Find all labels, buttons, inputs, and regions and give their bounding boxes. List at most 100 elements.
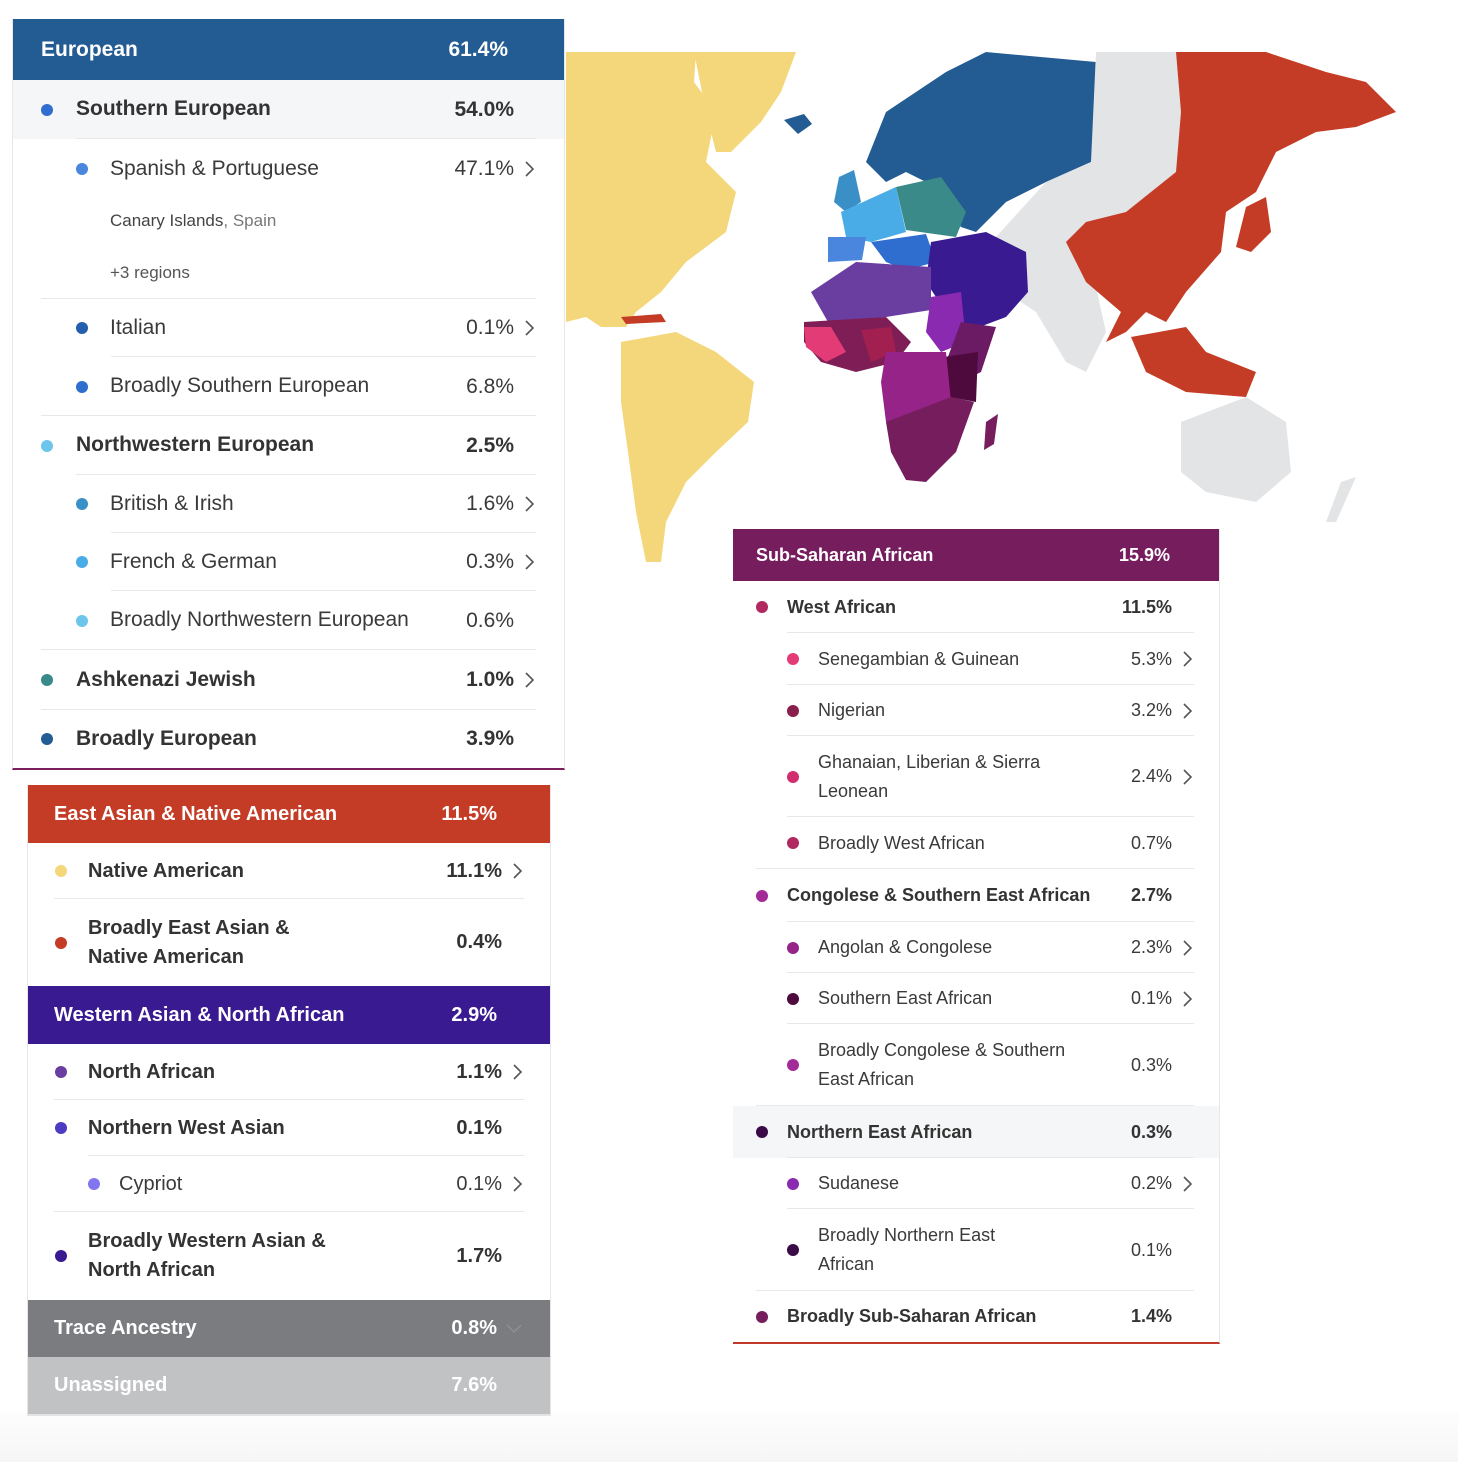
color-dot-icon <box>55 1066 67 1078</box>
ancestry-row-ghanaian-liberian-sierra-leonean[interactable]: Ghanaian, Liberian & Sierra Leonean 2.4% <box>733 736 1219 817</box>
ancestry-row-broadly-sub-saharan-african[interactable]: Broadly Sub-Saharan African 1.4% <box>733 1291 1219 1342</box>
ancestry-row-broadly-northern-east-african[interactable]: Broadly Northern East African 0.1% <box>733 1209 1219 1291</box>
european-panel: European 61.4% Southern European 54.0% S… <box>12 19 565 770</box>
divider <box>41 709 536 710</box>
row-pct: 2.4% <box>1130 766 1172 786</box>
chevron-right-icon[interactable] <box>1180 702 1194 719</box>
divider <box>787 735 1194 736</box>
more-regions-link[interactable]: +3 regions <box>41 247 536 299</box>
row-pct: 1.7% <box>456 1244 502 1267</box>
color-dot-icon <box>55 1122 67 1134</box>
row-pct: 47.1% <box>454 157 514 180</box>
ancestry-row-northwestern-european[interactable]: Northwestern European 2.5% <box>13 416 564 475</box>
map-region-senegambia <box>804 327 846 362</box>
chevron-right-icon[interactable] <box>1180 1175 1194 1192</box>
chevron-right-icon[interactable] <box>510 863 524 879</box>
more-regions-label: +3 regions <box>110 262 190 282</box>
western-asian-north-african-header[interactable]: Western Asian & North African 2.9% <box>28 986 550 1044</box>
row-pct: 54.0% <box>454 97 514 121</box>
sub-saharan-african-header[interactable]: Sub-Saharan African 15.9% <box>733 529 1219 581</box>
row-pct: 2.5% <box>466 433 514 457</box>
region-detail[interactable]: Canary Islands, Spain <box>13 199 564 247</box>
map-region-east-asia-siberia <box>1066 52 1396 342</box>
map-region-caribbean <box>621 314 666 324</box>
color-dot-icon <box>41 674 53 686</box>
chevron-right-icon[interactable] <box>1180 990 1194 1007</box>
color-dot-icon <box>787 941 799 954</box>
row-pct: 6.8% <box>466 374 514 398</box>
ancestry-row-broadly-western-asian-north-african[interactable]: Broadly Western Asian & North African 1.… <box>28 1212 550 1300</box>
divider <box>787 972 1194 973</box>
header-pct: 7.6% <box>451 1374 497 1396</box>
ancestry-row-north-african[interactable]: North African 1.1% <box>28 1044 550 1100</box>
ancestry-row-broadly-congolese-southern-east-african[interactable]: Broadly Congolese & Southern East Africa… <box>733 1024 1219 1106</box>
ancestry-row-congolese-southern-east-african[interactable]: Congolese & Southern East African 2.7% <box>733 869 1219 922</box>
ancestry-row-british-irish[interactable]: British & Irish 1.6% <box>13 475 564 533</box>
divider <box>76 474 536 475</box>
european-header-pct: 61.4% <box>448 37 508 61</box>
divider <box>41 415 536 416</box>
color-dot-icon <box>41 103 53 116</box>
ancestry-row-northern-west-asian[interactable]: Northern West Asian 0.1% <box>28 1100 550 1156</box>
ancestry-world-map <box>566 52 1396 562</box>
chevron-right-icon[interactable] <box>522 554 536 570</box>
chevron-right-icon[interactable] <box>510 1176 524 1192</box>
row-label: Broadly Congolese & Southern East Africa… <box>818 1040 1066 1089</box>
color-dot-icon <box>76 614 88 627</box>
color-dot-icon <box>787 770 799 783</box>
ancestry-row-southern-east-african[interactable]: Southern East African 0.1% <box>733 973 1219 1024</box>
ancestry-row-angolan-congolese[interactable]: Angolan & Congolese 2.3% <box>733 922 1219 973</box>
chevron-right-icon[interactable] <box>510 1064 524 1080</box>
ancestry-row-west-african[interactable]: West African 11.5% <box>733 581 1219 633</box>
header-pct: 2.9% <box>451 1003 497 1026</box>
color-dot-icon <box>756 1126 768 1138</box>
ancestry-row-senegambian-guinean[interactable]: Senegambian & Guinean 5.3% <box>733 633 1219 685</box>
divider <box>787 684 1194 685</box>
ancestry-row-broadly-southern-european[interactable]: Broadly Southern European 6.8% <box>13 357 564 416</box>
chevron-right-icon[interactable] <box>522 672 536 688</box>
ancestry-row-broadly-european[interactable]: Broadly European 3.9% <box>13 710 564 768</box>
trace-ancestry-header[interactable]: Trace Ancestry 0.8% <box>28 1300 550 1357</box>
european-header-label: European <box>41 37 138 61</box>
chevron-right-icon[interactable] <box>522 161 536 177</box>
ancestry-row-sudanese[interactable]: Sudanese 0.2% <box>733 1158 1219 1209</box>
divider <box>787 632 1194 633</box>
ancestry-row-broadly-east-asian-native-american[interactable]: Broadly East Asian & Native American 0.4… <box>28 899 550 986</box>
ancestry-row-nigerian[interactable]: Nigerian 3.2% <box>733 685 1219 736</box>
row-pct: 3.9% <box>466 727 514 750</box>
row-label: Northern West Asian <box>88 1116 285 1139</box>
chevron-right-icon[interactable] <box>1180 939 1194 956</box>
ancestry-row-broadly-west-african[interactable]: Broadly West African 0.7% <box>733 817 1219 869</box>
row-label: Cypriot <box>119 1172 183 1195</box>
chevron-right-icon[interactable] <box>1180 651 1194 667</box>
ancestry-row-southern-european[interactable]: Southern European 54.0% <box>13 80 564 139</box>
divider <box>787 1023 1194 1024</box>
map-region-greenland <box>694 52 796 152</box>
chevron-right-icon[interactable] <box>522 320 536 336</box>
divider <box>111 356 536 357</box>
chevron-down-icon[interactable] <box>501 1323 527 1334</box>
east-asian-native-american-header[interactable]: East Asian & Native American 11.5% <box>28 785 550 843</box>
color-dot-icon <box>88 1178 100 1190</box>
european-header[interactable]: European 61.4% <box>13 19 564 80</box>
row-pct: 11.1% <box>446 859 502 882</box>
row-label: Senegambian & Guinean <box>818 648 1020 669</box>
map-region-unmatched-asia <box>996 52 1186 372</box>
ancestry-row-spanish-portuguese[interactable]: Spanish & Portuguese 47.1% <box>13 139 564 199</box>
ancestry-row-northern-east-african[interactable]: Northern East African 0.3% <box>733 1106 1219 1158</box>
ancestry-row-broadly-northwestern-european[interactable]: Broadly Northwestern European 0.6% <box>13 591 564 650</box>
ancestry-row-italian[interactable]: Italian 0.1% <box>13 299 564 357</box>
row-label: Broadly Northern East African <box>818 1225 996 1274</box>
sub-saharan-african-panel: Sub-Saharan African 15.9% West African 1… <box>733 529 1220 1344</box>
ancestry-row-ashkenazi-jewish[interactable]: Ashkenazi Jewish 1.0% <box>13 650 564 710</box>
color-dot-icon <box>76 498 88 510</box>
ancestry-row-french-german[interactable]: French & German 0.3% <box>13 533 564 591</box>
ancestry-row-cypriot[interactable]: Cypriot 0.1% <box>28 1156 550 1212</box>
row-pct: 0.1% <box>1130 988 1172 1008</box>
color-dot-icon <box>787 653 799 665</box>
map-region-southeast-asia-islands <box>1131 327 1256 397</box>
chevron-right-icon[interactable] <box>1180 768 1194 785</box>
chevron-right-icon[interactable] <box>522 496 536 512</box>
map-region-iceland <box>784 114 812 134</box>
ancestry-row-native-american[interactable]: Native American 11.1% <box>28 843 550 899</box>
